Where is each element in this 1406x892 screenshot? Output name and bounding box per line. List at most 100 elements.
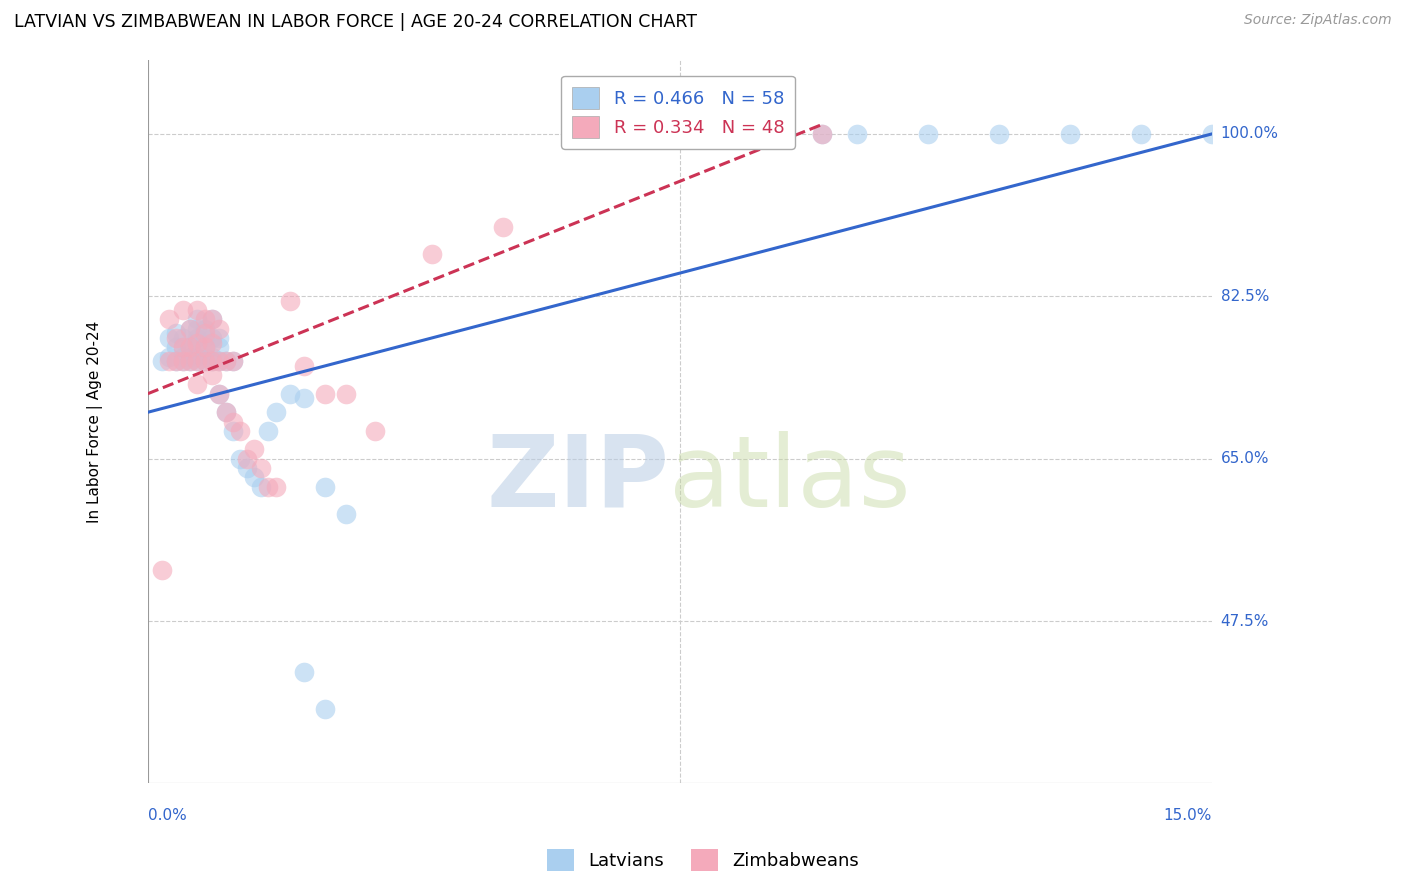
Point bbox=[179, 354, 201, 368]
Point bbox=[165, 340, 187, 354]
Text: Source: ZipAtlas.com: Source: ZipAtlas.com bbox=[1244, 13, 1392, 28]
Legend: Latvians, Zimbabweans: Latvians, Zimbabweans bbox=[540, 842, 866, 879]
Point bbox=[179, 354, 201, 368]
Point bbox=[172, 350, 194, 364]
Text: 47.5%: 47.5% bbox=[1220, 614, 1268, 629]
Point bbox=[846, 127, 869, 141]
Point bbox=[165, 326, 187, 341]
Point bbox=[193, 312, 215, 326]
Point bbox=[292, 359, 315, 373]
Point bbox=[208, 386, 231, 401]
Text: 82.5%: 82.5% bbox=[1220, 289, 1268, 304]
Point bbox=[193, 331, 215, 345]
Point bbox=[157, 354, 180, 368]
Point bbox=[193, 340, 215, 354]
Point bbox=[335, 386, 357, 401]
Point bbox=[201, 350, 224, 364]
Point bbox=[186, 350, 208, 364]
Point bbox=[1130, 127, 1153, 141]
Text: LATVIAN VS ZIMBABWEAN IN LABOR FORCE | AGE 20-24 CORRELATION CHART: LATVIAN VS ZIMBABWEAN IN LABOR FORCE | A… bbox=[14, 13, 697, 31]
Point bbox=[157, 312, 180, 326]
Point bbox=[201, 312, 224, 326]
Point bbox=[186, 340, 208, 354]
Text: 65.0%: 65.0% bbox=[1220, 451, 1270, 467]
Point bbox=[243, 442, 266, 457]
Point bbox=[314, 702, 336, 716]
Point bbox=[215, 405, 238, 419]
Point bbox=[186, 322, 208, 336]
Point bbox=[165, 354, 187, 368]
Point bbox=[186, 303, 208, 318]
Point bbox=[562, 127, 585, 141]
Point bbox=[186, 331, 208, 345]
Point bbox=[811, 127, 834, 141]
Point bbox=[740, 127, 762, 141]
Point bbox=[292, 665, 315, 679]
Point bbox=[186, 312, 208, 326]
Point bbox=[250, 479, 273, 493]
Point bbox=[420, 247, 443, 261]
Point bbox=[201, 331, 224, 345]
Point bbox=[157, 331, 180, 345]
Point bbox=[201, 335, 224, 350]
Point bbox=[1059, 127, 1081, 141]
Point bbox=[236, 451, 259, 466]
Point bbox=[236, 461, 259, 475]
Point bbox=[208, 331, 231, 345]
Point bbox=[278, 293, 301, 308]
Point bbox=[172, 303, 194, 318]
Point bbox=[193, 322, 215, 336]
Point bbox=[208, 354, 231, 368]
Point bbox=[215, 405, 238, 419]
Point bbox=[165, 354, 187, 368]
Point bbox=[1201, 127, 1223, 141]
Point bbox=[250, 461, 273, 475]
Text: In Labor Force | Age 20-24: In Labor Force | Age 20-24 bbox=[87, 320, 103, 523]
Point bbox=[150, 563, 173, 577]
Point bbox=[201, 368, 224, 383]
Legend: R = 0.466   N = 58, R = 0.334   N = 48: R = 0.466 N = 58, R = 0.334 N = 48 bbox=[561, 76, 796, 149]
Text: ZIP: ZIP bbox=[486, 431, 669, 528]
Point bbox=[172, 340, 194, 354]
Point bbox=[292, 392, 315, 406]
Point bbox=[165, 331, 187, 345]
Point bbox=[186, 377, 208, 392]
Point bbox=[229, 424, 252, 438]
Point bbox=[179, 340, 201, 354]
Point bbox=[222, 354, 245, 368]
Point bbox=[186, 354, 208, 368]
Point bbox=[264, 479, 287, 493]
Point bbox=[243, 470, 266, 484]
Point bbox=[988, 127, 1011, 141]
Point bbox=[201, 312, 224, 326]
Point bbox=[193, 354, 215, 368]
Point bbox=[208, 340, 231, 354]
Point bbox=[215, 354, 238, 368]
Point bbox=[491, 219, 513, 234]
Point bbox=[740, 127, 762, 141]
Point bbox=[222, 415, 245, 429]
Point bbox=[208, 322, 231, 336]
Point bbox=[917, 127, 939, 141]
Point bbox=[229, 451, 252, 466]
Point bbox=[193, 340, 215, 354]
Text: 0.0%: 0.0% bbox=[148, 808, 187, 823]
Point bbox=[222, 424, 245, 438]
Point bbox=[222, 354, 245, 368]
Point bbox=[257, 479, 280, 493]
Point bbox=[257, 424, 280, 438]
Text: 15.0%: 15.0% bbox=[1164, 808, 1212, 823]
Point bbox=[335, 508, 357, 522]
Text: atlas: atlas bbox=[669, 431, 911, 528]
Point bbox=[179, 322, 201, 336]
Point bbox=[193, 350, 215, 364]
Point bbox=[201, 354, 224, 368]
Point bbox=[215, 354, 238, 368]
Point bbox=[208, 386, 231, 401]
Point bbox=[186, 335, 208, 350]
Point bbox=[669, 127, 692, 141]
Point bbox=[150, 354, 173, 368]
Point bbox=[193, 354, 215, 368]
Point bbox=[157, 350, 180, 364]
Point bbox=[314, 479, 336, 493]
